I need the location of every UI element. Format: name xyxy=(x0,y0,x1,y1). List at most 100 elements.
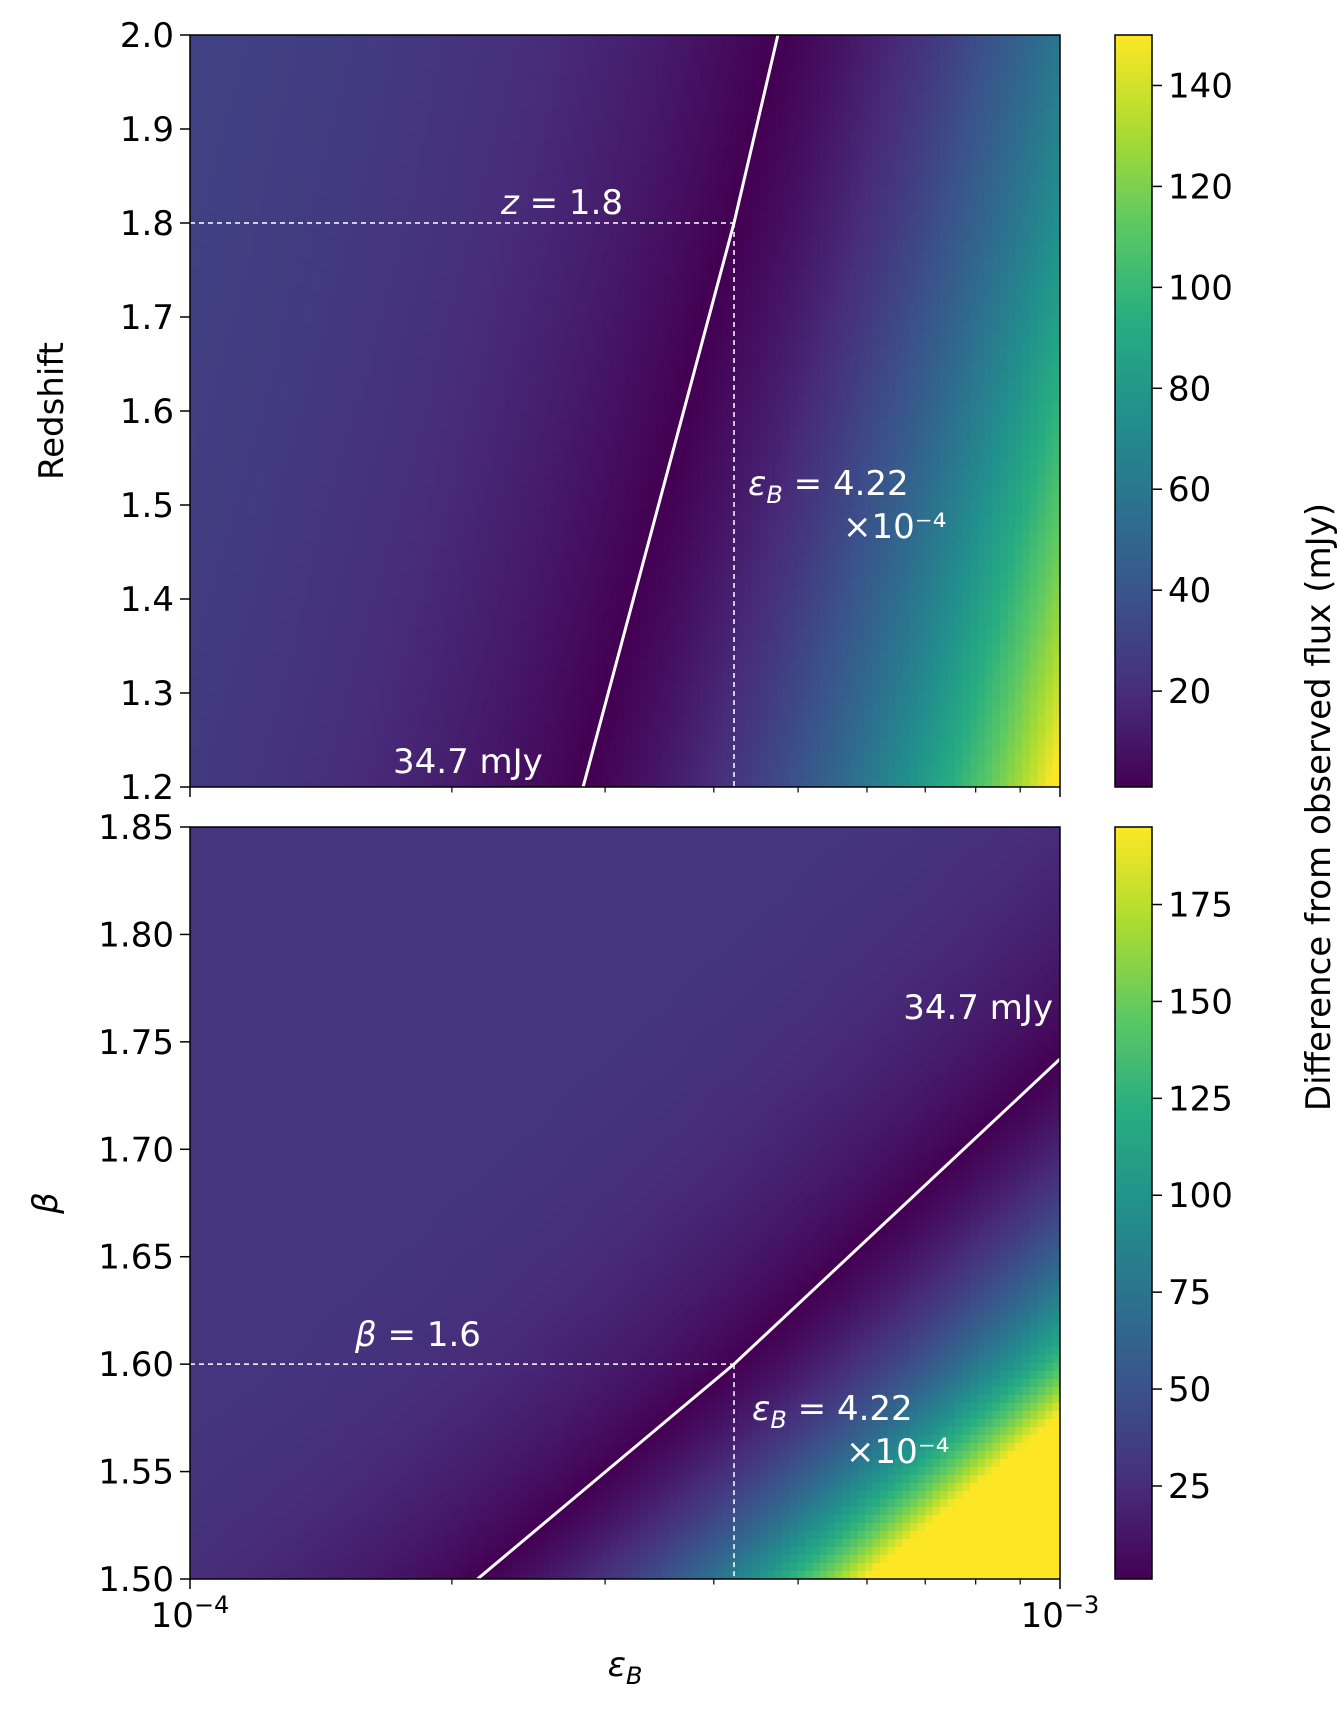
top-heatmap-cell xyxy=(407,75,416,84)
top-heatmap-cell xyxy=(332,259,341,268)
top-heatmap-cell xyxy=(842,107,851,116)
top-heatmap-cell xyxy=(767,83,776,92)
top-heatmap-cell xyxy=(310,163,319,172)
top-heatmap-cell xyxy=(452,235,461,244)
top-heatmap-cell xyxy=(1045,123,1054,132)
top-heatmap-cell xyxy=(625,59,634,68)
top-heatmap-cell xyxy=(250,363,259,372)
top-heatmap-cell xyxy=(242,99,251,108)
top-heatmap-cell xyxy=(805,179,814,188)
top-heatmap-cell xyxy=(887,355,896,364)
top-heatmap-cell xyxy=(460,251,469,260)
top-heatmap-cell xyxy=(640,283,649,292)
top-heatmap-cell xyxy=(250,331,259,340)
top-heatmap-cell xyxy=(1022,107,1031,116)
top-heatmap-cell xyxy=(625,91,634,100)
top-heatmap-cell xyxy=(902,147,911,156)
top-heatmap-cell xyxy=(857,235,866,244)
top-heatmap-cell xyxy=(662,347,671,356)
top-heatmap-cell xyxy=(452,195,461,204)
top-heatmap-cell xyxy=(415,107,424,116)
top-heatmap-cell xyxy=(422,91,431,100)
top-heatmap-cell xyxy=(475,355,484,364)
top-heatmap-cell xyxy=(452,211,461,220)
top-heatmap-cell xyxy=(355,155,364,164)
top-heatmap-cell xyxy=(737,347,746,356)
top-heatmap-cell xyxy=(775,147,784,156)
top-heatmap-cell xyxy=(812,99,821,108)
top-heatmap-cell xyxy=(370,275,379,284)
top-heatmap-cell xyxy=(617,107,626,116)
top-heatmap-cell xyxy=(797,91,806,100)
top-heatmap-cell xyxy=(250,307,259,316)
top-heatmap-cell xyxy=(1037,323,1046,332)
top-heatmap-cell xyxy=(250,259,259,268)
top-heatmap-cell xyxy=(887,51,896,60)
top-heatmap-cell xyxy=(565,227,574,236)
top-heatmap-cell xyxy=(827,123,836,132)
top-heatmap-cell xyxy=(362,371,371,380)
top-heatmap-cell xyxy=(1045,35,1054,44)
top-heatmap-cell xyxy=(235,195,244,204)
top-heatmap-cell xyxy=(445,219,454,228)
top-heatmap-cell xyxy=(280,339,289,348)
top-heatmap-cell xyxy=(700,99,709,108)
top-heatmap-cell xyxy=(580,171,589,180)
top-heatmap-cell xyxy=(205,211,214,220)
top-heatmap-cell xyxy=(587,227,596,236)
top-heatmap-cell xyxy=(340,211,349,220)
top-heatmap-cell xyxy=(490,299,499,308)
top-heatmap-cell xyxy=(580,243,589,252)
top-heatmap-cell xyxy=(865,339,874,348)
top-heatmap-cell xyxy=(902,179,911,188)
top-heatmap-cell xyxy=(340,155,349,164)
top-heatmap-cell xyxy=(565,283,574,292)
top-heatmap-cell xyxy=(887,315,896,324)
top-heatmap-cell xyxy=(505,331,514,340)
top-heatmap-cell xyxy=(1022,355,1031,364)
top-heatmap-cell xyxy=(910,307,919,316)
top-heatmap-cell xyxy=(512,275,521,284)
top-heatmap-cell xyxy=(587,123,596,132)
top-heatmap-cell xyxy=(542,163,551,172)
top-heatmap-cell xyxy=(812,91,821,100)
top-heatmap-cell xyxy=(895,227,904,236)
top-heatmap-cell xyxy=(197,243,206,252)
top-heatmap-cell xyxy=(925,107,934,116)
top-heatmap-cell xyxy=(625,347,634,356)
top-heatmap-cell xyxy=(685,83,694,92)
top-heatmap-cell xyxy=(1037,291,1046,300)
top-heatmap-cell xyxy=(692,323,701,332)
top-heatmap-cell xyxy=(670,291,679,300)
top-heatmap-cell xyxy=(280,83,289,92)
top-heatmap-cell xyxy=(790,371,799,380)
top-heatmap-cell xyxy=(662,51,671,60)
top-heatmap-cell xyxy=(520,363,529,372)
top-heatmap-cell xyxy=(565,43,574,52)
top-heatmap-cell xyxy=(760,339,769,348)
top-heatmap-cell xyxy=(865,243,874,252)
top-heatmap-cell xyxy=(872,259,881,268)
top-heatmap-cell xyxy=(670,355,679,364)
top-heatmap-cell xyxy=(190,323,199,332)
top-heatmap-cell xyxy=(235,379,244,388)
top-heatmap-cell xyxy=(977,91,986,100)
top-heatmap-cell xyxy=(295,123,304,132)
top-heatmap-cell xyxy=(797,299,806,308)
top-heatmap-cell xyxy=(445,363,454,372)
top-heatmap-cell xyxy=(767,67,776,76)
top-heatmap-cell xyxy=(992,275,1001,284)
top-heatmap-cell xyxy=(700,227,709,236)
top-heatmap-cell xyxy=(797,187,806,196)
top-heatmap-cell xyxy=(700,315,709,324)
top-heatmap-cell xyxy=(565,115,574,124)
top-heatmap-cell xyxy=(737,115,746,124)
top-heatmap-cell xyxy=(212,331,221,340)
top-heatmap-cell xyxy=(452,67,461,76)
top-heatmap-cell xyxy=(842,59,851,68)
top-heatmap-cell xyxy=(625,147,634,156)
top-heatmap-cell xyxy=(302,75,311,84)
top-heatmap-cell xyxy=(955,203,964,212)
top-heatmap-cell xyxy=(1052,155,1060,164)
top-heatmap-cell xyxy=(895,67,904,76)
